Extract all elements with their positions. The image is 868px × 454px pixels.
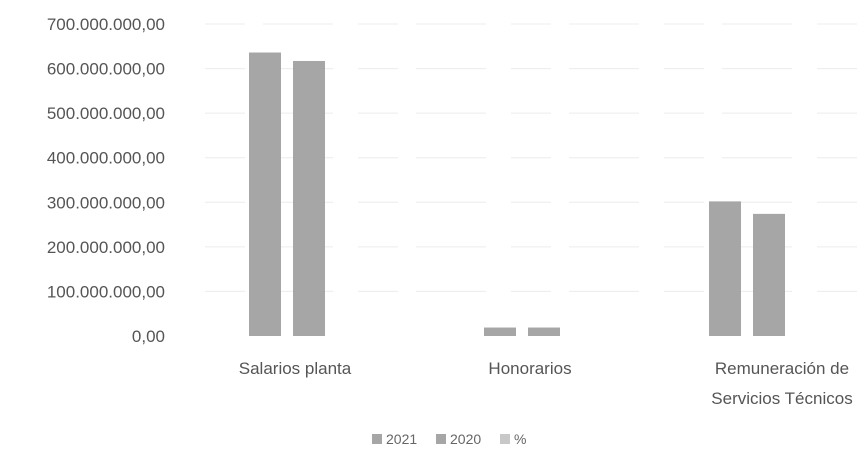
y-tick-label: 300.000.000,00 [47,193,165,212]
legend-swatch [372,434,382,444]
y-axis: 0,00 100.000.000,00 200.000.000,00 300.000.… [47,15,165,346]
x-category-label: Honorarios [488,359,571,378]
x-category-label: Salarios planta [239,359,352,378]
y-tick-label: 600.000.000,00 [47,60,165,79]
legend-label: 2021 [386,431,417,447]
legend-label: 2020 [450,431,481,447]
bar-2020-0 [293,60,325,336]
x-category-label: Remuneración de Servicios Técnicos [711,359,852,408]
bar-2020-1 [528,327,560,336]
legend: 2021 2020% [372,431,526,447]
x-axis: Salarios planta Honorarios Remuneración de… [239,359,853,408]
legend-swatch [436,434,446,444]
y-tick-label: 400.000.000,00 [47,149,165,168]
legend-swatch [500,434,510,444]
y-tick-label: 700.000.000,00 [47,15,165,34]
bar-2021-1 [484,327,516,336]
y-tick-label: 0,00 [132,327,165,346]
y-tick-label: 500.000.000,00 [47,104,165,123]
bars [249,52,785,336]
bar-2020-2 [753,213,785,336]
legend-label: % [514,431,526,447]
y-tick-label: 100.000.000,00 [47,282,165,301]
bar-2021-2 [709,201,741,336]
y-tick-label: 200.000.000,00 [47,238,165,257]
bar-2021-0 [249,52,281,336]
